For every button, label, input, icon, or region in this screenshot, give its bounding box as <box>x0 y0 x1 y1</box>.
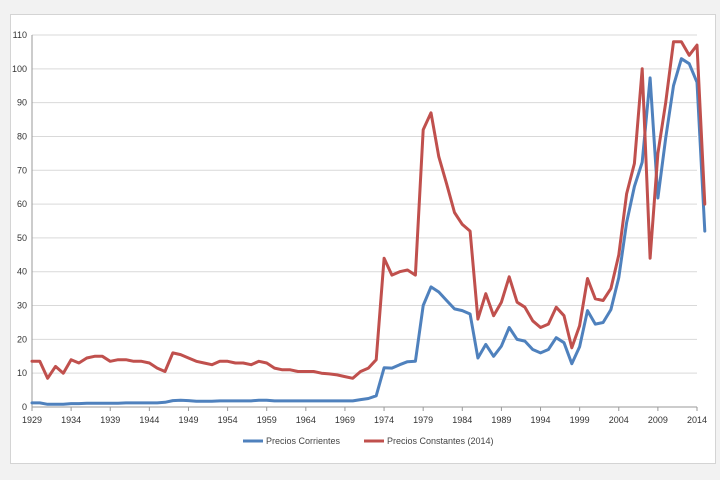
x-tick-label: 1964 <box>296 415 316 425</box>
legend-label-2: Precios Constantes (2014) <box>387 436 494 446</box>
y-tick-label: 30 <box>17 301 27 311</box>
x-tick-label: 1989 <box>491 415 511 425</box>
x-tick-label: 1979 <box>413 415 433 425</box>
series-line-2 <box>30 40 707 380</box>
y-axis-ticks: 0 10 20 30 40 50 60 70 80 90 100 110 <box>12 30 27 412</box>
y-tick-label: 50 <box>17 233 27 243</box>
x-tick-label: 2004 <box>609 415 629 425</box>
y-tick-label: 20 <box>17 334 27 344</box>
x-tick-label: 1939 <box>100 415 120 425</box>
x-tick-label: 1949 <box>178 415 198 425</box>
y-tick-label: 0 <box>22 402 27 412</box>
y-tick-label: 70 <box>17 165 27 175</box>
series-line-1 <box>30 57 707 406</box>
y-tick-label: 60 <box>17 199 27 209</box>
legend-label-1: Precios Corrientes <box>266 436 341 446</box>
y-tick-label: 80 <box>17 131 27 141</box>
series-lines <box>30 40 707 406</box>
x-tick-label: 1929 <box>22 415 42 425</box>
y-tick-label: 90 <box>17 98 27 108</box>
x-tick-label: 1994 <box>531 415 551 425</box>
x-axis-ticks: 1929 1934 1939 1944 1949 1954 1959 1964 1969 1974… <box>22 407 707 425</box>
chart-frame: 0 10 20 30 40 50 60 70 80 90 100 110 1929 1934 1939 19… <box>10 14 716 464</box>
x-tick-label: 2009 <box>648 415 668 425</box>
x-tick-label: 1974 <box>374 415 394 425</box>
x-tick-label: 1954 <box>218 415 238 425</box>
x-tick-label: 1969 <box>335 415 355 425</box>
x-tick-label: 1999 <box>570 415 590 425</box>
y-tick-label: 40 <box>17 267 27 277</box>
x-tick-label: 1959 <box>257 415 277 425</box>
x-tick-label: 2014 <box>687 415 707 425</box>
y-tick-label: 110 <box>13 30 27 40</box>
x-tick-label: 1944 <box>139 415 159 425</box>
x-tick-label: 1934 <box>61 415 81 425</box>
x-tick-label: 1984 <box>452 415 472 425</box>
y-tick-label: 10 <box>17 368 27 378</box>
legend: Precios Corrientes Precios Constantes (20… <box>243 436 494 446</box>
axes <box>31 35 697 408</box>
y-tick-label: 100 <box>12 64 27 74</box>
gridlines <box>32 34 697 374</box>
